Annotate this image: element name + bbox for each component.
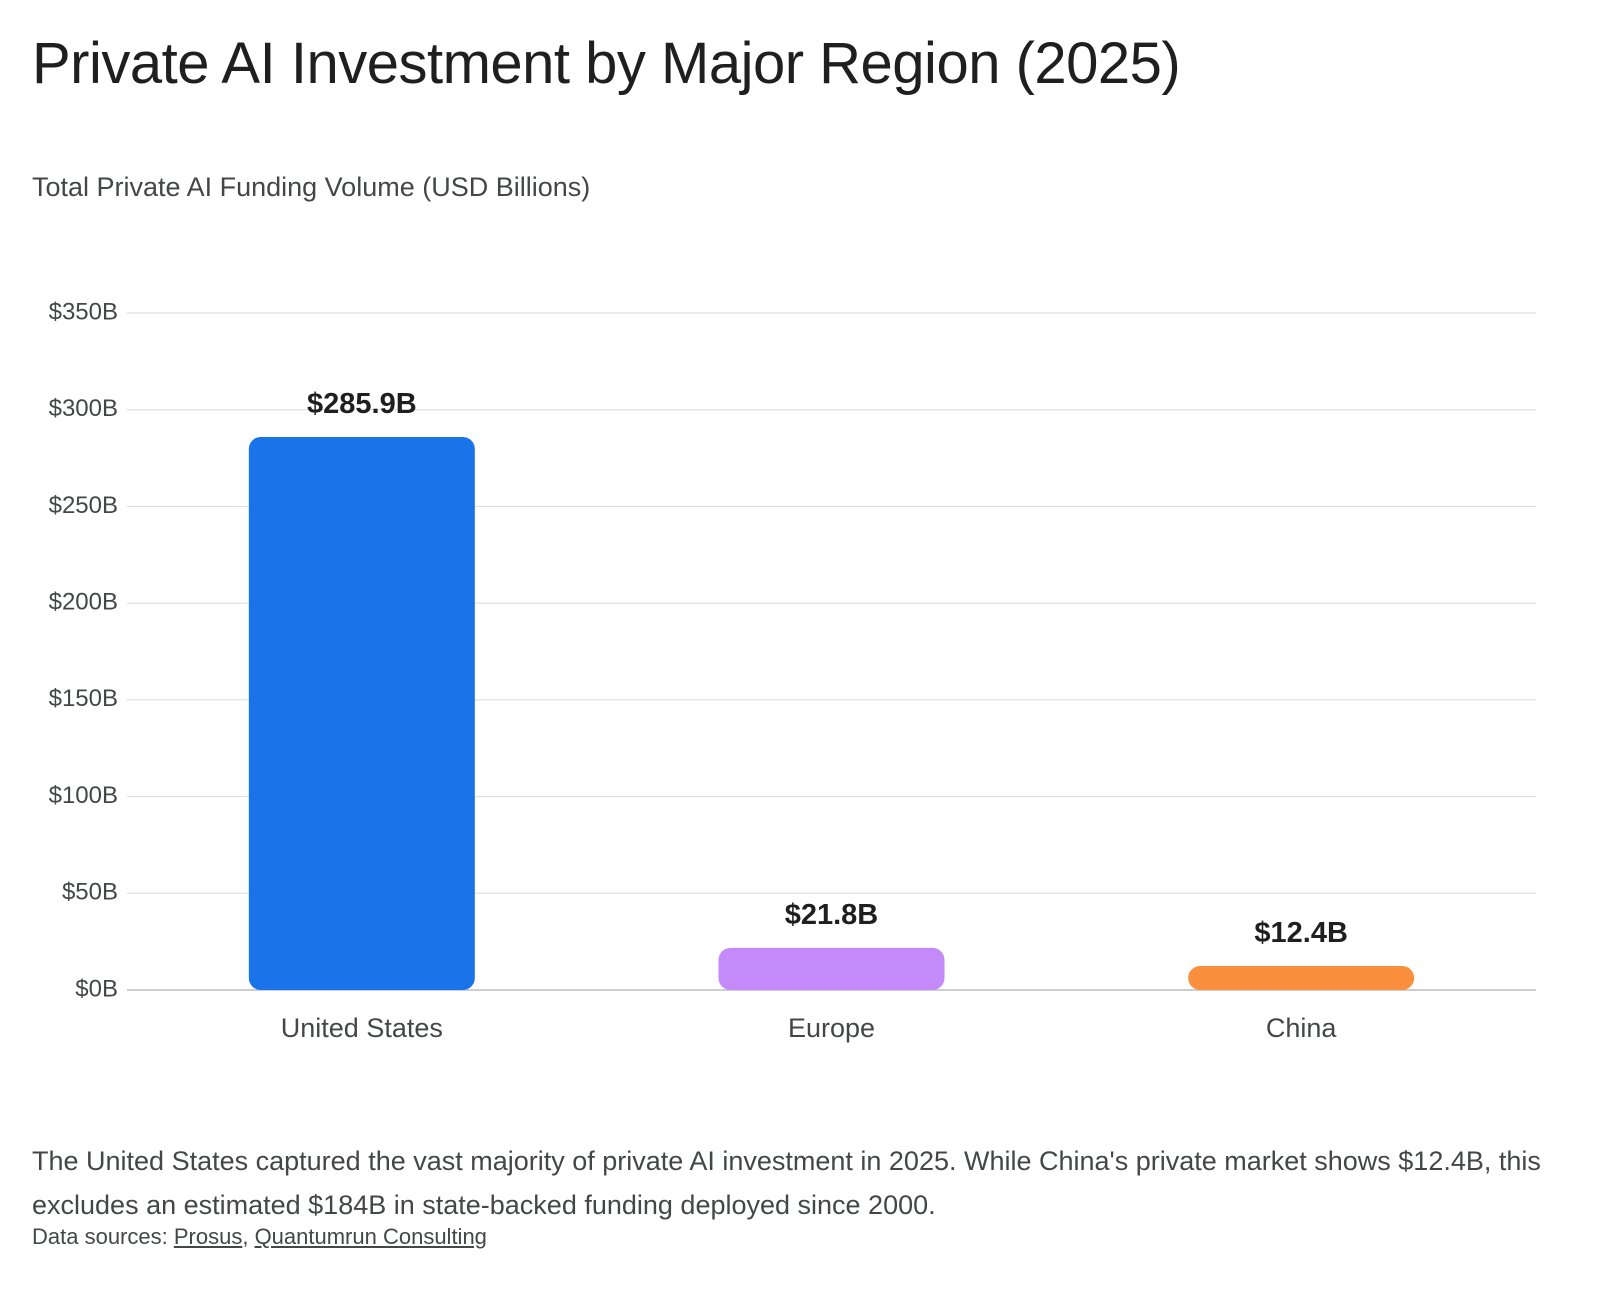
y-tick-label: $350B (49, 298, 118, 325)
bar-chart: $0B $50B $100B $150B $200B $250B $300B $350B $2… (49, 298, 1536, 1043)
y-axis: $0B $50B $100B $150B $200B $250B $300B $350B (49, 298, 118, 1002)
bar (248, 436, 475, 990)
sources-separator: , (242, 1224, 255, 1249)
y-tick-label: $150B (49, 685, 118, 712)
y-tick-label: $200B (49, 588, 118, 615)
x-tick-label: Europe (788, 1013, 875, 1043)
data-label: $21.8B (785, 899, 879, 931)
chart-subtitle: Total Private AI Funding Volume (USD Bil… (32, 172, 591, 202)
sources-prefix: Data sources: (32, 1224, 174, 1249)
data-sources: Data sources: Prosus, Quantumrun Consult… (32, 1224, 487, 1250)
x-tick-label: United States (281, 1013, 443, 1043)
y-tick-label: $100B (49, 782, 118, 809)
source-link-quantumrun[interactable]: Quantumrun Consulting (254, 1224, 487, 1249)
data-label: $12.4B (1254, 917, 1348, 949)
x-tick-label: China (1266, 1013, 1338, 1043)
bar (1188, 966, 1415, 990)
y-tick-label: $250B (49, 492, 118, 519)
y-tick-label: $0B (75, 975, 118, 1002)
chart-title: Private AI Investment by Major Region (2… (32, 31, 1181, 96)
y-tick-label: $300B (49, 395, 118, 422)
source-link-prosus[interactable]: Prosus (173, 1224, 243, 1249)
bar (718, 947, 945, 990)
y-tick-label: $50B (62, 879, 118, 906)
data-label: $285.9B (307, 388, 417, 420)
chart-caption: The United States captured the vast majo… (32, 1146, 1541, 1220)
x-axis: United States Europe China (281, 1013, 1338, 1043)
bars (248, 436, 1415, 990)
data-labels: $285.9B $21.8B $12.4B (307, 388, 1348, 949)
